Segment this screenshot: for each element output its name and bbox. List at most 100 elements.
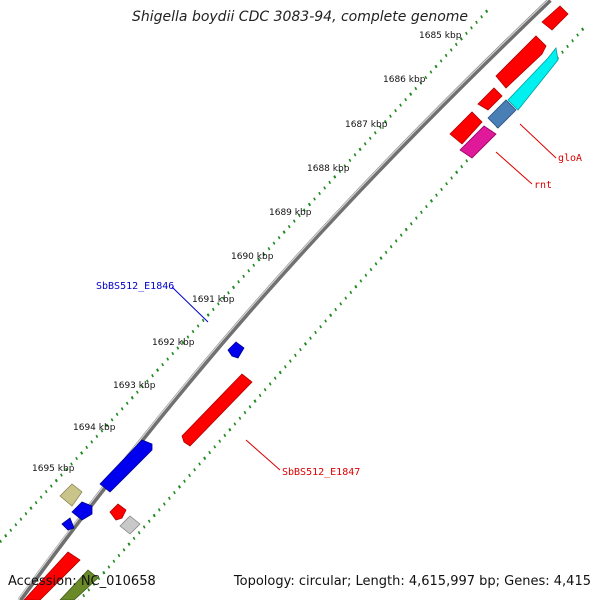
leader-rnt <box>495 151 533 185</box>
inner-rail-mark <box>19 517 23 521</box>
gene-olive[interactable] <box>59 483 83 507</box>
inner-rail-mark <box>358 147 362 152</box>
gene-blue-large[interactable] <box>99 439 153 493</box>
leader-SbBS512_E1847 <box>245 439 281 471</box>
gene-red-4[interactable] <box>449 111 483 145</box>
inner-rail-mark <box>459 37 463 41</box>
gene-red-bottom[interactable] <box>23 551 81 600</box>
inner-rail-mark <box>373 131 377 135</box>
outer-rail-mark <box>193 468 196 472</box>
outer-rail-mark <box>314 330 317 335</box>
inner-rail-mark <box>409 92 413 96</box>
inner-rail-mark <box>186 335 190 339</box>
inner-rail-mark <box>161 362 165 367</box>
inner-rail-mark <box>414 86 418 91</box>
inner-rail-mark <box>307 202 312 207</box>
outer-rail-mark <box>268 382 272 386</box>
outer-rail-mark <box>107 565 111 569</box>
inner-rail-mark <box>75 456 78 461</box>
gene-blue-small-2[interactable] <box>61 517 75 531</box>
inner-rail-mark <box>333 175 337 179</box>
outer-rail-mark <box>173 490 176 495</box>
outer-rail-mark <box>420 210 423 214</box>
outer-rail-mark <box>309 336 312 340</box>
inner-rail-mark <box>80 451 84 455</box>
inner-rail-mark <box>343 164 347 168</box>
outer-rail-mark <box>465 159 469 163</box>
gene-gloA[interactable] <box>487 99 517 129</box>
outer-rail-mark <box>379 256 383 260</box>
inner-rail-mark <box>120 407 124 411</box>
outer-rail-mark <box>329 313 333 318</box>
inner-rail-mark <box>475 20 478 24</box>
outer-rail-mark <box>157 508 161 512</box>
inner-rail-mark <box>181 340 185 345</box>
inner-rail-mark <box>34 500 38 505</box>
outer-rail-mark <box>147 519 151 523</box>
gene-red-small[interactable] <box>109 503 127 521</box>
outer-rail-mark <box>203 456 207 461</box>
outer-rail-mark <box>112 559 116 563</box>
outer-rail-mark <box>183 479 186 483</box>
inner-rail-mark <box>115 412 119 416</box>
outer-rail-mark <box>177 485 181 489</box>
inner-rail-mark <box>70 462 73 466</box>
inner-rail-mark <box>105 423 109 428</box>
outer-rail-mark <box>414 216 418 220</box>
inner-rail-mark <box>328 180 332 185</box>
gene-SbBS512_E1846[interactable] <box>227 341 245 359</box>
outer-rail-mark <box>283 365 287 369</box>
gene-gray[interactable] <box>119 515 141 535</box>
inner-rail-mark <box>222 296 225 301</box>
inner-rail-mark <box>211 307 215 312</box>
outer-rail-mark <box>92 582 96 586</box>
outer-rail-mark <box>354 284 358 289</box>
tick-label-1687: 1687 kbp <box>345 120 388 130</box>
inner-rail-mark <box>14 523 18 527</box>
outer-rail-mark <box>278 370 282 375</box>
outer-rail-mark <box>233 422 237 426</box>
gene-label-rnt: rnt <box>534 180 552 191</box>
leader-gloA <box>519 123 557 159</box>
inner-rail-mark <box>206 313 210 317</box>
outer-rail-mark <box>303 342 307 346</box>
genome-backbone <box>17 0 552 600</box>
inner-rail-mark <box>444 53 448 58</box>
gene-darkolive[interactable] <box>59 569 99 600</box>
inner-rail-mark <box>399 103 402 107</box>
inner-rail-mark <box>262 252 266 256</box>
inner-rail-mark <box>141 385 144 389</box>
gene-red-3[interactable] <box>477 87 503 111</box>
inner-rail-mark <box>135 390 139 394</box>
outer-rail-mark <box>162 502 166 506</box>
gene-red-1[interactable] <box>541 5 569 31</box>
outer-rail-mark <box>238 416 242 420</box>
inner-rail-mark <box>39 495 43 499</box>
genome-summary-text: Topology: circular; Length: 4,615,997 bp… <box>233 574 591 589</box>
outer-rail-mark <box>460 164 464 169</box>
gene-cyan[interactable] <box>507 47 559 111</box>
gene-SbBS512_E1847[interactable] <box>181 373 253 447</box>
inner-rail-mark <box>287 224 291 229</box>
outer-rail-mark <box>142 525 146 529</box>
inner-rail-mark <box>292 219 296 223</box>
gene-blue-small-1[interactable] <box>71 501 93 521</box>
outer-rail-mark <box>117 553 121 558</box>
inner-rail-mark <box>100 429 104 433</box>
outer-rail-mark <box>576 33 579 37</box>
inner-rail-mark <box>383 119 387 124</box>
outer-rail-mark <box>82 593 86 598</box>
inner-rail-mark <box>394 109 397 113</box>
outer-rail-mark <box>288 359 292 363</box>
outer-rail-mark <box>450 176 453 180</box>
gene-rnt[interactable] <box>459 125 497 159</box>
outer-rail-mark <box>188 473 191 478</box>
outer-rail-mark <box>581 27 585 32</box>
inner-rail-mark <box>404 97 408 102</box>
outer-rail-mark <box>384 250 388 255</box>
inner-rail-mark <box>85 445 89 450</box>
outer-rail-mark <box>97 576 101 581</box>
outer-rail-mark <box>359 279 363 283</box>
gene-red-2[interactable] <box>495 35 547 89</box>
outer-rail-mark <box>294 353 297 357</box>
